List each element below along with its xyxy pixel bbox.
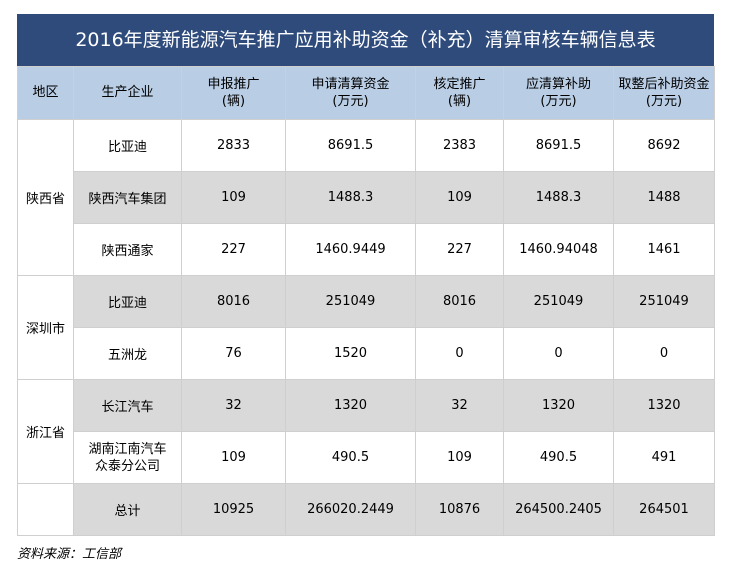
applied-cell: 1460.9449 bbox=[285, 223, 416, 276]
declared-cell: 109 bbox=[181, 171, 286, 224]
total-declared: 10925 bbox=[181, 483, 286, 536]
approved-cell: 227 bbox=[415, 223, 504, 276]
subsidy-cell: 251049 bbox=[503, 275, 614, 328]
company-cell: 湖南江南汽车 众泰分公司 bbox=[73, 431, 182, 484]
header-company: 生产企业 bbox=[73, 66, 182, 120]
subsidy-table: 地区 生产企业 申报推广 (辆) 申请清算资金 (万元) 核定推广 (辆) 应清算补助… bbox=[17, 66, 715, 536]
approved-cell: 109 bbox=[415, 171, 504, 224]
region-cell-zhejiang: 浙江省 bbox=[17, 379, 74, 484]
rounded-cell: 491 bbox=[613, 431, 715, 484]
subsidy-cell: 1320 bbox=[503, 379, 614, 432]
header-applied: 申请清算资金 (万元) bbox=[285, 66, 416, 120]
subsidy-table-sheet: 2016年度新能源汽车推广应用补助资金（补充）清算审核车辆信息表 地区 生产企业… bbox=[17, 14, 715, 536]
table-row: 陕西省 比亚迪 2833 8691.5 2383 8691.5 8692 bbox=[17, 119, 715, 276]
approved-cell: 109 bbox=[415, 431, 504, 484]
total-region-blank bbox=[17, 483, 74, 536]
declared-cell: 8016 bbox=[181, 275, 286, 328]
approved-cell: 32 bbox=[415, 379, 504, 432]
total-rounded: 264501 bbox=[613, 483, 715, 536]
declared-cell: 227 bbox=[181, 223, 286, 276]
total-approved: 10876 bbox=[415, 483, 504, 536]
header-row: 地区 生产企业 申报推广 (辆) 申请清算资金 (万元) 核定推广 (辆) 应清算补助… bbox=[17, 66, 715, 120]
subsidy-cell: 8691.5 bbox=[503, 119, 614, 172]
rounded-cell: 1488 bbox=[613, 171, 715, 224]
company-cell: 五洲龙 bbox=[73, 327, 182, 380]
table-row: 五洲龙 76 1520 0 0 0 bbox=[18, 327, 715, 380]
subsidy-cell: 1460.94048 bbox=[503, 223, 614, 276]
rounded-cell: 0 bbox=[613, 327, 715, 380]
declared-cell: 2833 bbox=[181, 119, 286, 172]
approved-cell: 8016 bbox=[415, 275, 504, 328]
applied-cell: 1488.3 bbox=[285, 171, 416, 224]
source-note: 资料来源：工信部 bbox=[17, 547, 122, 562]
total-applied: 266020.2449 bbox=[285, 483, 416, 536]
applied-cell: 251049 bbox=[285, 275, 416, 328]
header-rounded: 取整后补助资金 (万元) bbox=[613, 66, 715, 120]
company-cell: 比亚迪 bbox=[73, 119, 182, 172]
header-approved: 核定推广 (辆) bbox=[415, 66, 504, 120]
table-row: 深圳市 比亚迪 8016 251049 8016 251049 251049 bbox=[17, 275, 715, 380]
table-row: 浙江省 长江汽车 32 1320 32 1320 1320 bbox=[17, 379, 715, 484]
declared-cell: 109 bbox=[181, 431, 286, 484]
applied-cell: 490.5 bbox=[285, 431, 416, 484]
subsidy-cell: 1488.3 bbox=[503, 171, 614, 224]
rounded-cell: 1461 bbox=[613, 223, 715, 276]
approved-cell: 2383 bbox=[415, 119, 504, 172]
total-row: 总计 10925 266020.2449 10876 264500.2405 2… bbox=[17, 483, 715, 536]
region-cell-shenzhen: 深圳市 bbox=[17, 275, 74, 380]
applied-cell: 1520 bbox=[285, 327, 416, 380]
table-row: 陕西汽车集团 109 1488.3 109 1488.3 1488 bbox=[18, 171, 715, 224]
rounded-cell: 8692 bbox=[613, 119, 715, 172]
rounded-cell: 251049 bbox=[613, 275, 715, 328]
declared-cell: 32 bbox=[181, 379, 286, 432]
table-row: 陕西通家 227 1460.9449 227 1460.94048 1461 bbox=[18, 223, 715, 276]
company-cell: 比亚迪 bbox=[73, 275, 182, 328]
declared-cell: 76 bbox=[181, 327, 286, 380]
table-row: 湖南江南汽车 众泰分公司 109 490.5 109 490.5 491 bbox=[18, 431, 715, 484]
company-cell: 长江汽车 bbox=[73, 379, 182, 432]
subsidy-cell: 0 bbox=[503, 327, 614, 380]
total-label: 总计 bbox=[73, 483, 182, 536]
header-subsidy: 应清算补助 (万元) bbox=[503, 66, 614, 120]
approved-cell: 0 bbox=[415, 327, 504, 380]
company-cell: 陕西汽车集团 bbox=[73, 171, 182, 224]
header-region: 地区 bbox=[17, 66, 74, 120]
header-declared: 申报推广 (辆) bbox=[181, 66, 286, 120]
applied-cell: 1320 bbox=[285, 379, 416, 432]
applied-cell: 8691.5 bbox=[285, 119, 416, 172]
total-subsidy: 264500.2405 bbox=[503, 483, 614, 536]
rounded-cell: 1320 bbox=[613, 379, 715, 432]
table-title: 2016年度新能源汽车推广应用补助资金（补充）清算审核车辆信息表 bbox=[17, 14, 714, 66]
region-cell-shaanxi: 陕西省 bbox=[17, 119, 74, 276]
subsidy-cell: 490.5 bbox=[503, 431, 614, 484]
company-cell: 陕西通家 bbox=[73, 223, 182, 276]
